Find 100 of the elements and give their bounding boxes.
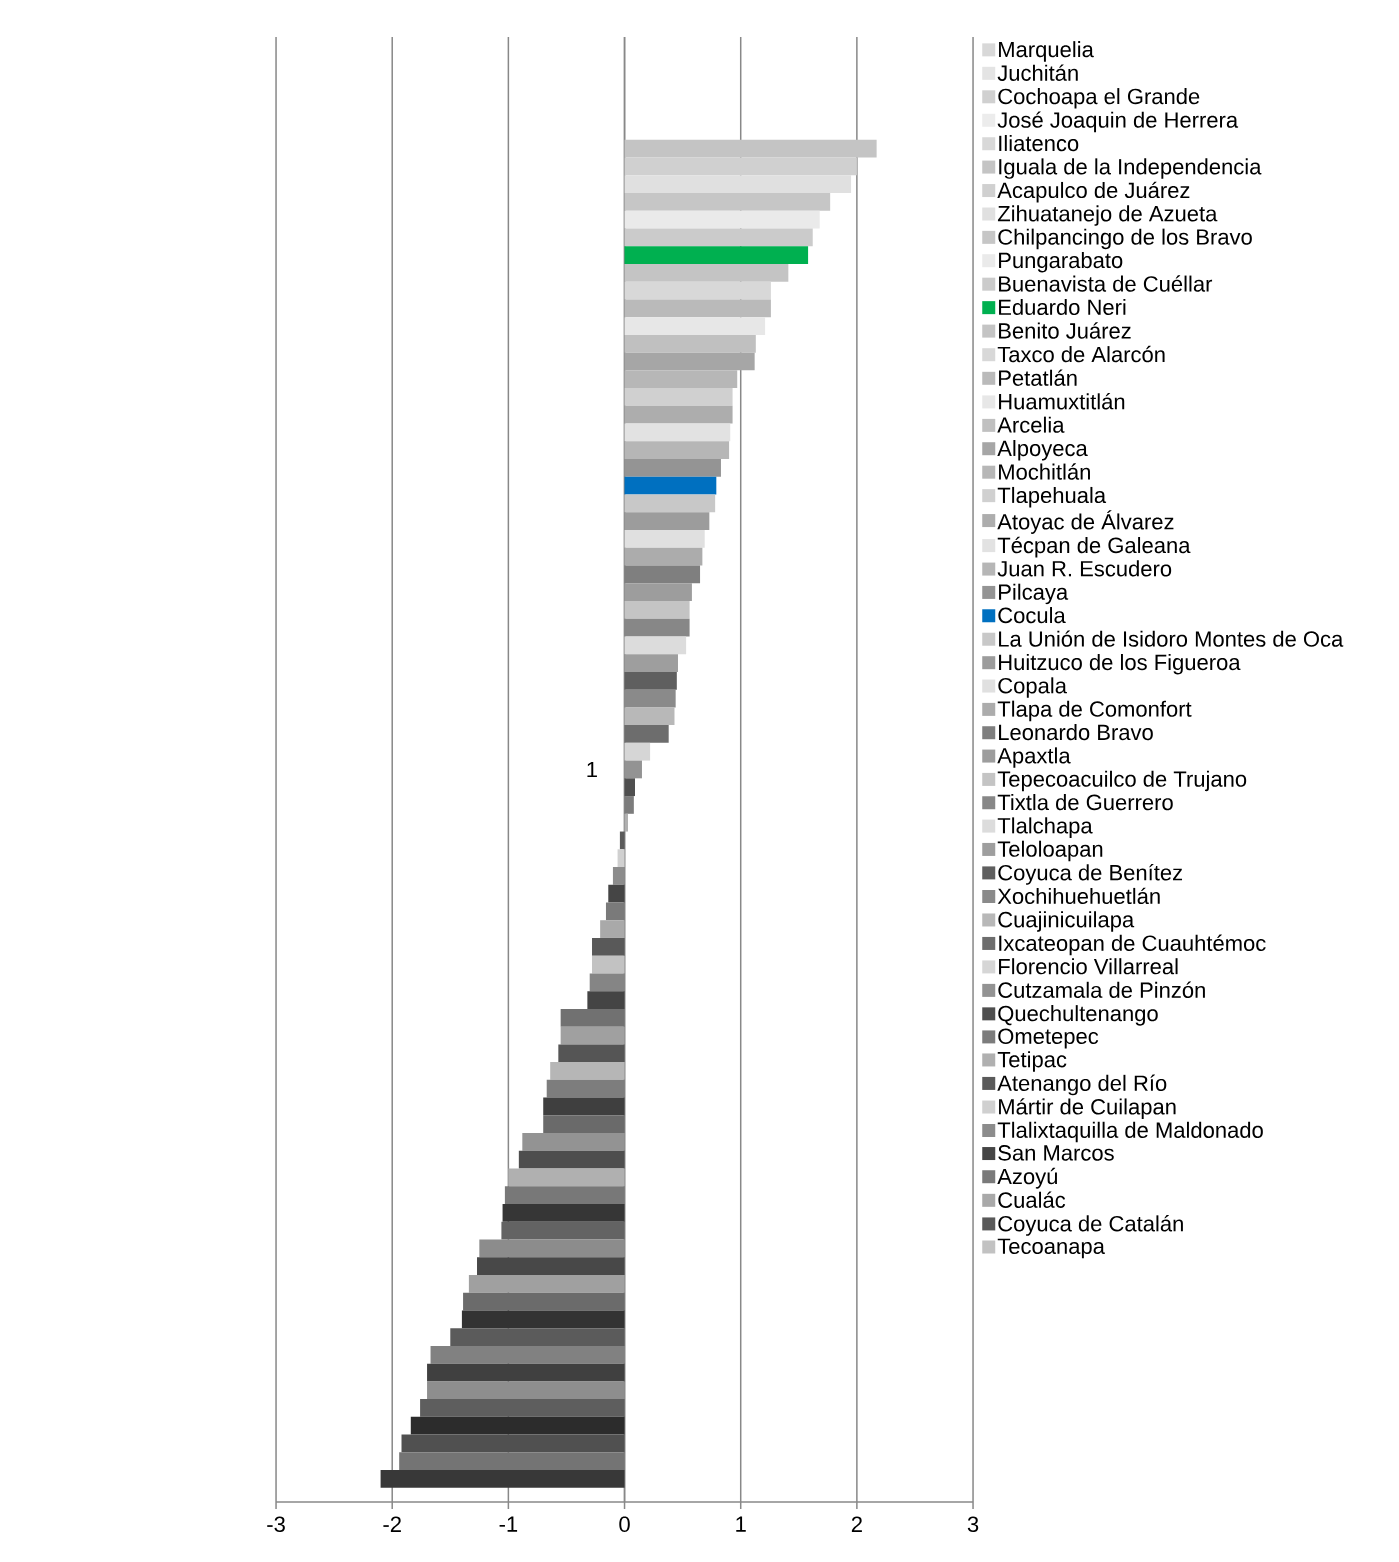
bar xyxy=(589,973,625,992)
bar xyxy=(468,1274,625,1293)
bar xyxy=(502,1204,625,1222)
bar xyxy=(522,1133,625,1151)
legend-label: Marquelia xyxy=(999,41,1094,62)
bar xyxy=(450,1328,625,1346)
bar xyxy=(399,1452,625,1471)
bar xyxy=(624,725,669,743)
legend-label: Tetipac xyxy=(997,1051,1067,1072)
legend-label: San Marcos xyxy=(998,1145,1114,1161)
legend-label: Atenango del Río xyxy=(997,1074,1167,1096)
bar xyxy=(501,1221,625,1240)
bar xyxy=(624,636,687,655)
bar xyxy=(617,849,625,868)
bar xyxy=(624,423,731,442)
bar xyxy=(546,1079,625,1098)
bar xyxy=(624,388,733,406)
bar xyxy=(619,831,625,850)
bar xyxy=(624,193,831,211)
bar xyxy=(477,1257,625,1275)
bar xyxy=(624,210,820,229)
x-tick-label: -2 xyxy=(383,1516,401,1532)
x-tick-label: -1 xyxy=(499,1516,518,1532)
legend-label: Ometepec xyxy=(998,1028,1099,1049)
legend-label: Apaxtla xyxy=(997,747,1071,768)
bar xyxy=(508,1168,625,1187)
legend-label: Mártir de Cuilapan xyxy=(999,1098,1176,1119)
legend-label: Cutzamala de Pinzón xyxy=(998,981,1205,998)
legend-label: Chilpancingo de los Bravo xyxy=(998,228,1252,250)
legend-label: Coyuca de Catalán xyxy=(998,1215,1183,1236)
legend-label: Pungarabato xyxy=(999,251,1123,273)
bar xyxy=(624,476,717,495)
legend-label: Xochihuehuetlán xyxy=(997,887,1160,905)
bar xyxy=(550,1062,625,1080)
legend-label: Eduardo Neri xyxy=(999,298,1126,316)
legend-label: José Joaquin de Herrera xyxy=(997,111,1239,133)
bar xyxy=(608,884,625,903)
legend-label: Arcelia xyxy=(997,416,1065,433)
legend-label: Petatlán xyxy=(999,369,1077,386)
bar xyxy=(592,955,625,974)
legend-label: Cocula xyxy=(998,607,1066,624)
bar xyxy=(592,937,625,956)
bar xyxy=(518,1150,625,1169)
bar xyxy=(624,547,703,566)
legend-label: Tlapehuala xyxy=(997,486,1107,508)
bar xyxy=(624,405,733,424)
bar xyxy=(624,512,710,531)
bar xyxy=(624,228,813,247)
legend-label: Cochoapa el Grande xyxy=(998,88,1200,109)
legend-label: Tlalixtaquilla de Maldonado xyxy=(997,1121,1263,1143)
bar xyxy=(558,1044,625,1063)
legend-label: Tecoanapa xyxy=(997,1238,1105,1259)
bar xyxy=(624,778,635,797)
bar xyxy=(427,1363,625,1382)
bar xyxy=(461,1310,625,1329)
legend-label: Huitzuco de los Figueroa xyxy=(999,653,1241,675)
x-tick-label: -3 xyxy=(267,1516,285,1533)
legend-label: Tlapa de Comonfort xyxy=(997,700,1192,722)
bar xyxy=(401,1434,625,1453)
bar xyxy=(612,867,625,885)
legend-label: Iliatenco xyxy=(999,135,1079,152)
legend-label: Benito Juárez xyxy=(999,322,1131,339)
legend-label: Huamuxtitlán xyxy=(999,393,1125,410)
bar xyxy=(605,902,625,921)
bar xyxy=(427,1381,625,1400)
bar xyxy=(543,1115,625,1134)
legend-label: Atoyac de Álvarez xyxy=(997,510,1174,534)
legend-label: Tlalchapa xyxy=(997,817,1093,838)
bar xyxy=(624,654,678,672)
legend-label: Azoyú xyxy=(997,1167,1057,1189)
legend-label: Pilcaya xyxy=(999,583,1069,605)
legend-label: Taxco de Alarcón xyxy=(997,345,1165,363)
legend-label: Juan R. Escudero xyxy=(997,560,1172,577)
bar xyxy=(624,441,730,460)
legend-label: Leonardo Bravo xyxy=(999,724,1153,741)
legend-label: Cualác xyxy=(998,1191,1066,1208)
bar xyxy=(624,370,738,389)
legend-label: Buenavista de Cuéllar xyxy=(999,275,1213,292)
bar xyxy=(600,920,625,938)
legend-label: Coyuca de Benítez xyxy=(998,864,1182,885)
bar xyxy=(430,1345,625,1364)
legend-label: Florencio Villarreal xyxy=(999,958,1178,975)
x-tick-label: 0 xyxy=(619,1516,630,1533)
x-tick-label: 3 xyxy=(967,1516,979,1533)
legend-label: Ixcateopan de Cuauhtémoc xyxy=(999,934,1266,956)
x-tick-label: 2 xyxy=(851,1516,862,1532)
bar xyxy=(587,991,625,1009)
bar xyxy=(479,1239,625,1258)
bar xyxy=(543,1097,625,1116)
legend-label: Tixtla de Guerrero xyxy=(997,794,1173,811)
bar xyxy=(624,352,755,371)
bar xyxy=(624,299,771,318)
bar xyxy=(624,671,677,690)
bar xyxy=(463,1292,625,1311)
bar xyxy=(624,583,692,601)
bar xyxy=(380,1470,625,1488)
legend-label: Acapulco de Juárez xyxy=(997,181,1190,203)
legend-label: Quechultenango xyxy=(998,1005,1158,1026)
bar xyxy=(560,1026,625,1045)
bar xyxy=(624,707,675,726)
